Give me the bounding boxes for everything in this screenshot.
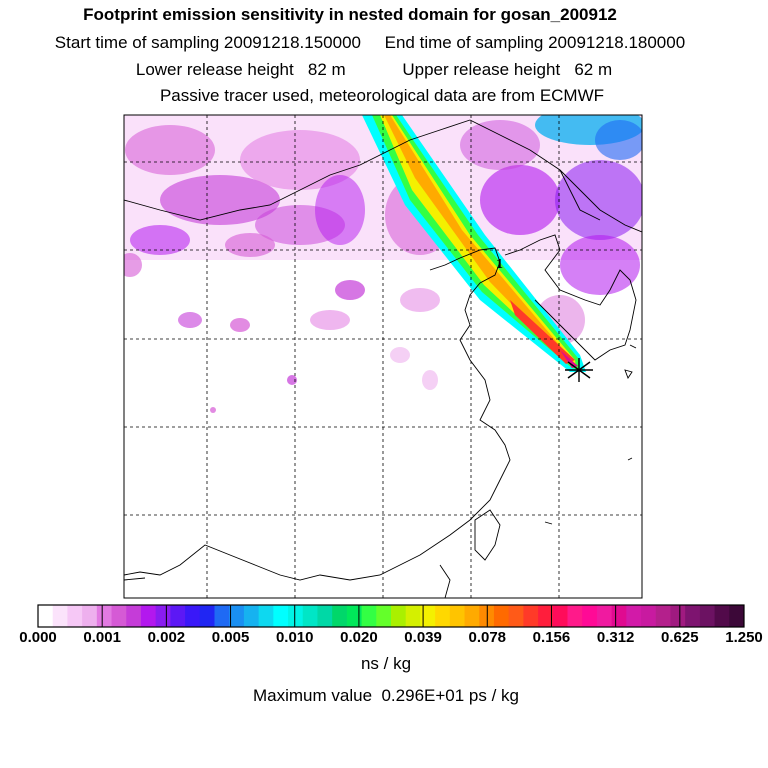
colorbar-cell xyxy=(52,605,68,627)
colorbar-cell xyxy=(714,605,730,627)
colorbar-cell xyxy=(596,605,613,627)
colorbar-tick-label: 0.000 xyxy=(19,629,57,646)
colorbar-cell xyxy=(67,605,83,627)
maximum-value-text: Maximum value 0.296E+01 ps / kg xyxy=(253,686,519,705)
colorbar-cell xyxy=(685,605,701,627)
colorbar-cell xyxy=(508,605,524,627)
colorbar-cell xyxy=(317,605,333,627)
colorbar-cell xyxy=(170,605,186,627)
colorbar-tick-label: 0.005 xyxy=(211,629,250,646)
colorbar-cell xyxy=(391,605,407,627)
colorbar-cell xyxy=(538,605,554,627)
colorbar-cell xyxy=(361,605,377,627)
colorbar-tick-label: 0.010 xyxy=(275,629,314,646)
colorbar-tick-label: 0.002 xyxy=(147,629,186,646)
colorbar-cell xyxy=(611,605,627,627)
colorbar-cell xyxy=(243,605,260,627)
colorbar-cell xyxy=(420,605,436,627)
colorbar-cell xyxy=(273,605,289,627)
colorbar-unit: ns / kg xyxy=(360,654,412,673)
colorbar-tick-label: 0.312 xyxy=(596,629,635,646)
colorbar-cell xyxy=(435,605,451,627)
colorbar-cell xyxy=(214,605,230,627)
colorbar-cell xyxy=(140,605,157,627)
colorbar-cell xyxy=(641,605,657,627)
map-frame xyxy=(123,114,643,599)
coastlines xyxy=(124,119,642,598)
colorbar-cell xyxy=(199,605,215,627)
colorbar-cell xyxy=(258,605,274,627)
colorbar-cell xyxy=(155,605,171,627)
colorbar-tick-label: 0.001 xyxy=(83,629,121,646)
colorbar-cell xyxy=(332,605,348,627)
colorbar-cell xyxy=(38,605,54,627)
colorbar-cell xyxy=(552,605,568,627)
colorbar-cell xyxy=(96,605,113,627)
colorbar-cell xyxy=(567,605,583,627)
colorbar-tick-label: 0.039 xyxy=(404,629,442,646)
plot-title: Footprint emission sensitivity in nested… xyxy=(83,5,617,24)
release-height-info: Lower release height 82 m Upper release … xyxy=(135,60,613,79)
colorbar-tick-label: 1.250 xyxy=(725,629,763,646)
colorbar-cell xyxy=(126,605,142,627)
lat-lon-grid xyxy=(124,115,642,598)
colorbar-cell xyxy=(111,605,127,627)
colorbar-cell xyxy=(670,605,686,627)
trajectory-label: 1 xyxy=(496,257,503,272)
colorbar-cell xyxy=(464,605,480,627)
colorbar-cell xyxy=(523,605,539,627)
colorbar-cell xyxy=(405,605,421,627)
colorbar-tick-label: 0.625 xyxy=(661,629,699,646)
colorbar-cell xyxy=(229,605,245,627)
colorbar-tick-label: 0.156 xyxy=(532,629,571,646)
colorbar-cell xyxy=(82,605,98,627)
colorbar-tick-label: 0.078 xyxy=(468,629,507,646)
tracer-info: Passive tracer used, meteorological data… xyxy=(159,86,605,105)
emission-plume xyxy=(362,115,586,372)
colorbar-cell xyxy=(288,605,304,627)
colorbar-cell xyxy=(302,605,318,627)
colorbar-cell xyxy=(185,605,201,627)
colorbar-cell xyxy=(626,605,642,627)
sampling-time-info: Start time of sampling 20091218.150000 E… xyxy=(54,33,686,52)
colorbar-cell xyxy=(449,605,466,627)
colorbar-cell xyxy=(729,605,745,627)
colorbar-cell xyxy=(346,605,363,627)
colorbar-tick-label: 0.020 xyxy=(340,629,378,646)
colorbar-cell xyxy=(493,605,510,627)
colorbar-cell xyxy=(655,605,671,627)
colorbar-cell xyxy=(582,605,598,627)
colorbar-cell xyxy=(699,605,716,627)
release-site-marker xyxy=(565,358,593,382)
colorbar-cell xyxy=(376,605,392,627)
